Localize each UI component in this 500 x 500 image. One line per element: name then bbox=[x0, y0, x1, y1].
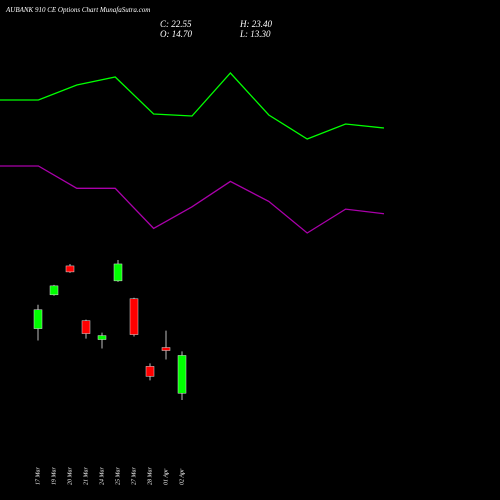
x-tick-label: 28 Mar bbox=[147, 467, 153, 485]
candle-body bbox=[49, 285, 59, 296]
x-tick-label: 24 Mar bbox=[98, 467, 105, 485]
candle-body bbox=[97, 335, 107, 340]
x-tick-label: 19 Mar bbox=[51, 467, 57, 485]
candle-body bbox=[129, 298, 139, 335]
ohlc-high: H: 23.40 bbox=[239, 19, 272, 29]
candle-body bbox=[145, 366, 155, 377]
x-tick-label: 20 Mar bbox=[67, 467, 73, 485]
x-tick-label: 25 Mar bbox=[115, 467, 121, 485]
chart-title: AUBANK 910 CE Options Chart MunafaSutra.… bbox=[5, 6, 150, 14]
x-tick-label: 27 Mar bbox=[131, 467, 137, 485]
x-tick-label: 17 Mar bbox=[35, 467, 41, 485]
indicator-line bbox=[0, 165, 385, 234]
indicator-line bbox=[0, 72, 385, 140]
candle-body bbox=[65, 265, 75, 273]
candle-body bbox=[177, 355, 187, 394]
x-tick-label: 02 Apr bbox=[179, 468, 185, 485]
candle-body bbox=[81, 320, 91, 334]
candle-body bbox=[33, 309, 43, 329]
candle-body bbox=[113, 263, 123, 282]
x-tick-label: 01 Apr bbox=[163, 468, 169, 485]
ohlc-close: C: 22.55 bbox=[160, 19, 192, 29]
x-tick-label: 21 Mar bbox=[83, 467, 89, 485]
candle-body bbox=[161, 347, 171, 351]
ohlc-low: L: 13.30 bbox=[239, 29, 271, 39]
ohlc-open: O: 14.70 bbox=[160, 29, 192, 39]
